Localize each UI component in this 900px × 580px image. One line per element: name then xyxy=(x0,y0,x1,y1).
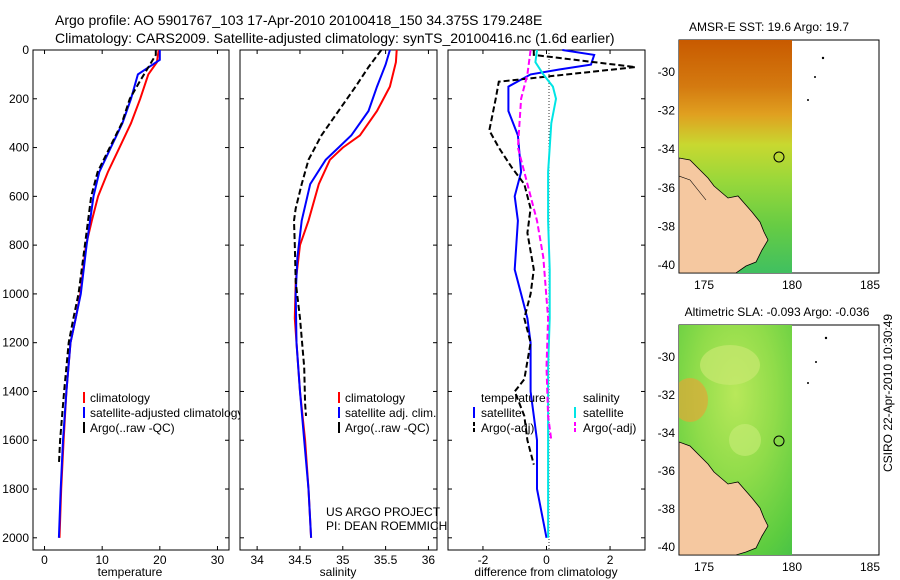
y-tick-label: 800 xyxy=(9,238,29,252)
x-tick-label: 34.5 xyxy=(288,553,312,567)
y-tick-label: 600 xyxy=(9,189,29,203)
legend-sal-satellite: satellite adj. clim. xyxy=(345,406,436,420)
y-tick-label: 0 xyxy=(22,43,29,57)
x-tick-label: 36 xyxy=(422,553,436,567)
y-tick-label: 1000 xyxy=(2,287,29,301)
map-lat-tick-label: -30 xyxy=(658,350,676,364)
sst-map-title: AMSR-E SST: 19.6 Argo: 19.7 xyxy=(689,20,849,34)
header-line2: Climatology: CARS2009. Satellite-adjuste… xyxy=(55,30,615,46)
x-tick-label: 0 xyxy=(543,553,550,567)
legend-argo: Argo(..raw -QC) xyxy=(90,421,175,435)
sst-island-dot xyxy=(814,76,816,78)
legend-diff-sal-argo: Argo(-adj) xyxy=(583,421,636,435)
legend-diff-temp-sat: satellite xyxy=(481,406,522,420)
y-tick-label: 1400 xyxy=(2,384,29,398)
sst-coast-contour xyxy=(679,175,707,201)
map-lat-tick-label: -30 xyxy=(658,65,676,79)
sla-island-dot xyxy=(807,382,809,384)
y-tick-label: 1600 xyxy=(2,433,29,447)
map-lon-tick-label: 185 xyxy=(860,278,880,292)
series-line-satellite xyxy=(57,50,161,538)
map-lon-tick-label: 175 xyxy=(694,560,714,574)
salinity-legend: climatology satellite adj. clim. Argo(..… xyxy=(338,391,436,435)
map-lat-tick-label: -32 xyxy=(658,388,676,402)
sla-anomaly-patch xyxy=(700,345,760,385)
map-lat-tick-label: -40 xyxy=(658,258,676,272)
x-tick-label: 35.5 xyxy=(374,553,398,567)
map-lon-tick-label: 180 xyxy=(782,560,802,574)
legend-satellite: satellite-adjusted climatology xyxy=(90,406,243,420)
map-lon-tick-label: 185 xyxy=(860,560,880,574)
temperature-legend: climatology satellite-adjusted climatolo… xyxy=(83,391,243,435)
salinity-plot-frame xyxy=(239,49,438,551)
y-tick-label: 1800 xyxy=(2,482,29,496)
map-lat-tick-label: -38 xyxy=(658,502,676,516)
temperature-panel: 0 200 400 600 800 1000 1200 1400 1600 1800 2000 0 1… xyxy=(2,43,243,579)
salinity-xlabel: salinity xyxy=(320,565,357,579)
y-tick-label: 2000 xyxy=(2,531,29,545)
x-tick-label: 35 xyxy=(336,553,350,567)
x-tick-label: -2 xyxy=(478,553,489,567)
sla-float-location-marker xyxy=(773,435,785,447)
salinity-panel: 34 34.5 35 35.5 36 salinity climatology sate… xyxy=(239,49,447,579)
sst-island-dot xyxy=(821,56,825,60)
sst-island-dot xyxy=(807,99,809,101)
x-tick-label: 0 xyxy=(41,553,48,567)
legend-sal-argo: Argo(..raw -QC) xyxy=(345,421,430,435)
temperature-plot-frame xyxy=(32,49,230,551)
series-line-argo xyxy=(57,50,157,465)
difference-xlabel: difference from climatology xyxy=(474,565,617,579)
y-tick-label: 200 xyxy=(9,92,29,106)
map-lat-tick-label: -34 xyxy=(658,142,676,156)
legend-climatology: climatology xyxy=(90,391,150,405)
timestamp: CSIRO 22-Apr-2010 10:30:49 xyxy=(881,314,895,472)
header-line1: Argo profile: AO 5901767_103 17-Apr-2010… xyxy=(55,12,543,28)
y-tick-label: 1200 xyxy=(2,336,29,350)
y-tick-label: 400 xyxy=(9,141,29,155)
legend-sal-climatology: climatology xyxy=(345,391,405,405)
x-tick-label: 10 xyxy=(95,553,109,567)
map-lon-tick-label: 180 xyxy=(782,278,802,292)
x-tick-label: 30 xyxy=(211,553,225,567)
series-line-temperature-satellite xyxy=(507,49,596,538)
sla-map: Altimetric SLA: -0.093 Argo: -0.036 175 1… xyxy=(658,305,881,574)
temperature-xlabel: temperature xyxy=(98,565,163,579)
project-label: US ARGO PROJECT xyxy=(326,505,441,519)
map-lat-tick-label: -34 xyxy=(658,426,676,440)
series-line-satellite xyxy=(294,49,391,538)
sla-island-dot xyxy=(815,361,817,363)
legend-diff-temp-argo: Argo(-adj) xyxy=(481,421,534,435)
series-line-salinity-argo xyxy=(516,49,553,441)
sla-anomaly-patch xyxy=(729,424,761,456)
sla-island-dot xyxy=(824,336,828,340)
map-lat-tick-label: -40 xyxy=(658,540,676,554)
map-lat-tick-label: -38 xyxy=(658,219,676,233)
legend-salinity-title: salinity xyxy=(583,391,620,405)
pi-label: PI: DEAN ROEMMICH xyxy=(326,519,447,533)
sla-new-zealand-land xyxy=(679,441,769,555)
sst-map: AMSR-E SST: 19.6 Argo: 19.7 xyxy=(658,20,881,292)
x-tick-label: 34 xyxy=(250,553,264,567)
sla-high-anomaly xyxy=(679,378,708,422)
map-lat-tick-label: -32 xyxy=(658,104,676,118)
legend-temperature-title: temperature xyxy=(481,391,546,405)
difference-panel: -2 0 2 difference from climatology tempera… xyxy=(447,49,646,579)
map-lon-tick-label: 175 xyxy=(694,278,714,292)
sst-float-location-marker xyxy=(773,151,785,163)
legend-diff-sal-sat: satellite xyxy=(583,406,624,420)
map-lat-tick-label: -36 xyxy=(658,464,676,478)
difference-legend: temperature salinity satellite Argo(-adj… xyxy=(473,391,636,435)
sst-new-zealand-land xyxy=(679,157,769,273)
x-tick-label: 2 xyxy=(607,553,614,567)
sla-map-title: Altimetric SLA: -0.093 Argo: -0.036 xyxy=(685,305,870,319)
series-line-argo xyxy=(292,49,383,416)
map-lat-tick-label: -36 xyxy=(658,181,676,195)
series-line-temperature-argo xyxy=(488,50,636,465)
x-tick-label: 20 xyxy=(153,553,167,567)
